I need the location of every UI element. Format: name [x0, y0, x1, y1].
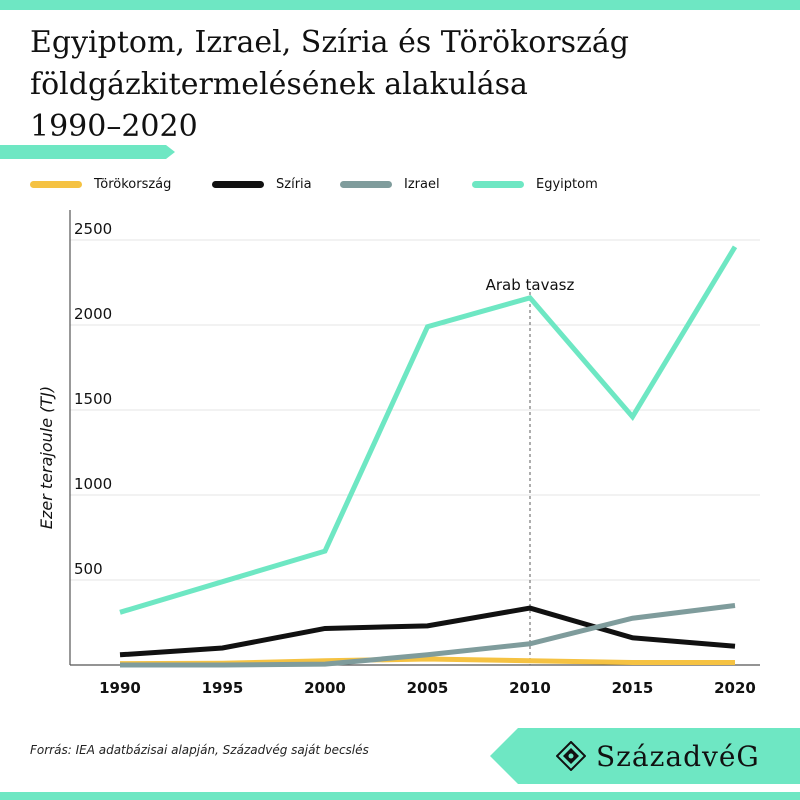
title-line-2: földgázkitermelésének alakulása: [30, 67, 528, 102]
x-tick-label-2010: 2010: [509, 679, 551, 697]
legend-item-egyiptom: Egyiptom: [472, 172, 598, 196]
legend-item-torokorszag: Törökország: [30, 172, 171, 196]
y-axis-label: Ezer terajoule (TJ): [37, 386, 56, 529]
title-line-1: Egyiptom, Izrael, Szíria és Törökország: [30, 25, 629, 60]
x-tick-label-2015: 2015: [612, 679, 654, 697]
brand-logo-icon: [556, 741, 586, 771]
series-line-egyiptom: [119, 245, 738, 615]
legend-label-egyiptom: Egyiptom: [536, 176, 598, 192]
chart-title: Egyiptom, Izrael, Szíria és Törökország …: [30, 22, 750, 148]
line-chart: Arab tavasz 500 1000 1500 2000 2500 1990 1995 2…: [37, 210, 760, 697]
legend-swatch-sziria: [212, 180, 264, 188]
x-tick-label-2000: 2000: [304, 679, 346, 697]
x-tick-label-2020: 2020: [714, 679, 756, 697]
legend-label-izrael: Izrael: [404, 176, 440, 192]
x-tick-label-2005: 2005: [407, 679, 449, 697]
legend-swatch-torokorszag: [30, 180, 82, 188]
legend-swatch-egyiptom: [472, 180, 524, 188]
x-tick-label-1990: 1990: [99, 679, 141, 697]
legend-item-sziria: Szíria: [212, 172, 312, 196]
series-line-izrael: [120, 603, 736, 668]
legend: Törökország Szíria Izrael Egyiptom: [0, 172, 800, 196]
series-layer: [119, 245, 738, 668]
brand: SzázadvéG: [556, 736, 760, 776]
source-note: Forrás: IEA adatbázisai alapján, Századv…: [30, 743, 369, 757]
annotation-layer: Arab tavasz: [486, 276, 575, 665]
y-tick-label-1500: 1500: [74, 390, 112, 408]
annotation-label-0: Arab tavasz: [486, 276, 575, 294]
tick-label-layer: 500 1000 1500 2000 2500 1990 1995 2000 2005 2010 2…: [37, 220, 756, 697]
brand-name: SzázadvéG: [596, 739, 760, 773]
title-accent-arrow: [0, 145, 175, 159]
legend-swatch-izrael: [340, 180, 392, 188]
legend-item-izrael: Izrael: [340, 172, 440, 196]
grid-layer: [70, 239, 760, 581]
bottom-accent-bar: [0, 792, 800, 800]
legend-label-torokorszag: Törökország: [94, 176, 172, 192]
top-accent-bar: [0, 0, 800, 10]
x-tick-label-1995: 1995: [202, 679, 244, 697]
title-line-3: 1990–2020: [30, 109, 198, 144]
y-tick-label-2500: 2500: [74, 220, 112, 238]
y-tick-label-1000: 1000: [74, 475, 112, 493]
legend-label-sziria: Szíria: [276, 176, 312, 192]
brand-tab: [490, 728, 800, 784]
y-tick-label-2000: 2000: [74, 305, 112, 323]
y-tick-label-500: 500: [74, 560, 103, 578]
